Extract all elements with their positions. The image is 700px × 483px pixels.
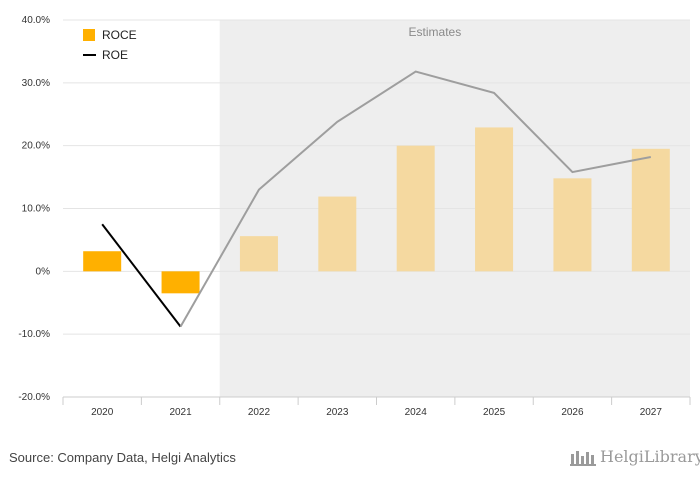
y-tick-label: -10.0% bbox=[18, 329, 50, 340]
helgi-library-logo[interactable]: HelgiLibrary bbox=[570, 447, 700, 466]
brand-name: HelgiLibrary bbox=[600, 447, 700, 466]
legend-roce-label[interactable]: ROCE bbox=[102, 28, 137, 42]
x-tick-label: 2023 bbox=[326, 407, 349, 418]
source-note: Source: Company Data, Helgi Analytics bbox=[9, 450, 236, 465]
y-tick-label: 30.0% bbox=[22, 78, 50, 89]
roce-bar[interactable] bbox=[475, 127, 514, 272]
y-tick-label: -20.0% bbox=[18, 392, 50, 403]
legend-roe-label[interactable]: ROE bbox=[102, 48, 128, 62]
estimates-label: Estimates bbox=[409, 25, 462, 39]
x-tick-label: 2021 bbox=[169, 407, 192, 418]
roce-bar[interactable] bbox=[161, 271, 200, 294]
x-tick-label: 2025 bbox=[483, 407, 506, 418]
x-tick-label: 2024 bbox=[405, 407, 428, 418]
library-icon bbox=[570, 450, 596, 466]
y-tick-label: 40.0% bbox=[22, 15, 50, 26]
roe-line-actual[interactable] bbox=[101, 223, 182, 328]
legend-roce-swatch[interactable] bbox=[83, 29, 95, 41]
roe-line-estimate[interactable] bbox=[179, 70, 652, 328]
x-tick-label: 2026 bbox=[561, 407, 584, 418]
roce-bar[interactable] bbox=[631, 148, 670, 272]
roce-bar[interactable] bbox=[318, 196, 357, 272]
y-tick-label: 10.0% bbox=[22, 204, 50, 215]
roce-bar[interactable] bbox=[396, 145, 435, 272]
roce-bar[interactable] bbox=[239, 236, 278, 272]
roce-bar[interactable] bbox=[553, 178, 592, 272]
x-tick-label: 2020 bbox=[91, 407, 114, 418]
roce-bar[interactable] bbox=[83, 251, 122, 272]
y-tick-label: 0% bbox=[36, 266, 51, 277]
y-tick-label: 20.0% bbox=[22, 141, 50, 152]
x-tick-label: 2022 bbox=[248, 407, 271, 418]
x-tick-label: 2027 bbox=[640, 407, 663, 418]
